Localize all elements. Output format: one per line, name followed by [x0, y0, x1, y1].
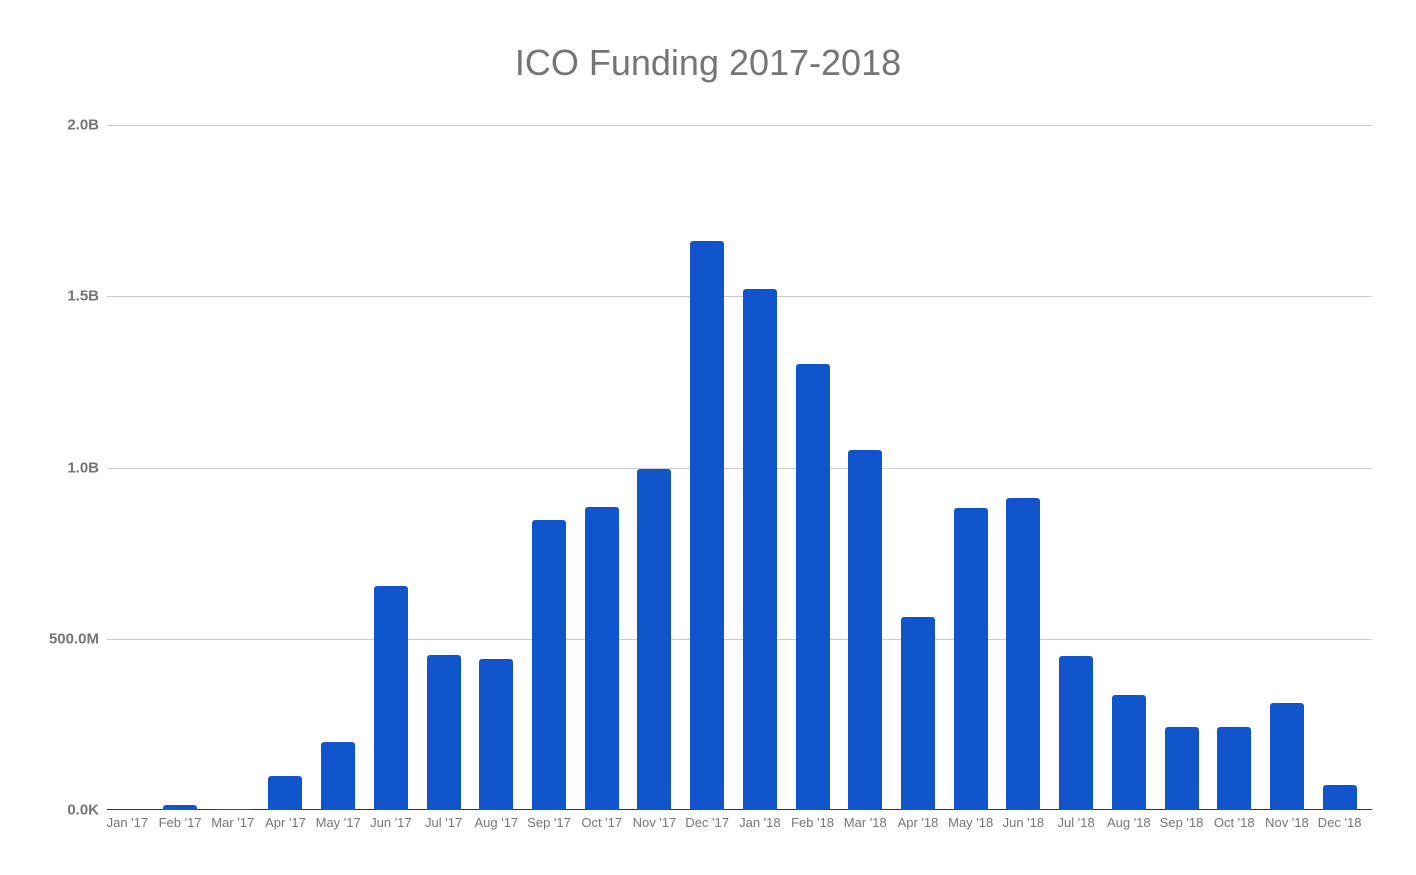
- y-tick-label: 500.0M: [48, 630, 99, 648]
- x-tick-label: Jul '18: [1057, 815, 1095, 830]
- bar[interactable]: [637, 468, 672, 810]
- x-tick-label: Apr '18: [897, 815, 939, 830]
- x-tick-label: Mar '17: [211, 815, 255, 830]
- bar[interactable]: [373, 586, 408, 810]
- bar[interactable]: [953, 507, 988, 810]
- x-tick-label: Aug '17: [474, 815, 519, 830]
- x-tick-label: Dec '18: [1317, 815, 1362, 830]
- bar[interactable]: [848, 450, 883, 810]
- x-tick-label: Jun '18: [1002, 815, 1045, 830]
- x-tick-label: Jul '17: [425, 815, 463, 830]
- bar[interactable]: [742, 289, 777, 810]
- bar[interactable]: [795, 364, 830, 810]
- y-tick-label: 0.0K: [67, 801, 99, 819]
- bar[interactable]: [321, 741, 356, 810]
- x-tick-label: Feb '17: [158, 815, 202, 830]
- gridline: [107, 296, 1372, 298]
- x-tick-label: Oct '17: [581, 815, 623, 830]
- x-tick-label: Feb '18: [791, 815, 835, 830]
- x-tick-label: May '18: [948, 815, 994, 830]
- bar[interactable]: [900, 616, 935, 810]
- x-tick-label: Sep '17: [527, 815, 571, 830]
- x-tick-label: Aug '18: [1106, 815, 1151, 830]
- plot-area: 0.0K 500.0M 1.0B 1.5B 2.0B: [49, 117, 1372, 819]
- bar[interactable]: [426, 654, 461, 810]
- gridline: [107, 467, 1372, 469]
- bar[interactable]: [584, 506, 619, 810]
- gridline: [107, 125, 1372, 126]
- bar[interactable]: [1217, 727, 1252, 810]
- x-tick-label: Jan '17: [106, 815, 149, 830]
- x-tick-label: Nov '17: [632, 815, 677, 830]
- x-tick-label: Nov '18: [1265, 815, 1309, 830]
- bar[interactable]: [215, 808, 250, 810]
- x-tick-label: Jun '17: [370, 815, 412, 830]
- x-tick-label: Apr '17: [265, 815, 306, 830]
- bar[interactable]: [1059, 655, 1094, 810]
- x-tick-label: Sep '18: [1159, 815, 1204, 830]
- x-tick-label: May '17: [315, 815, 361, 830]
- bar[interactable]: [268, 775, 303, 810]
- bar[interactable]: [1269, 703, 1304, 810]
- x-tick-label: Oct '18: [1213, 815, 1255, 830]
- y-tick-label: 1.5B: [67, 287, 99, 305]
- gridline: [107, 638, 1372, 640]
- bar[interactable]: [532, 519, 567, 810]
- bar[interactable]: [163, 804, 198, 810]
- bar[interactable]: [479, 658, 514, 810]
- x-tick-label: Mar '18: [843, 815, 887, 830]
- bar[interactable]: [1006, 497, 1041, 810]
- bar[interactable]: [690, 241, 725, 810]
- x-tick-label: Dec '17: [685, 815, 729, 830]
- chart-title: ICO Funding 2017-2018: [514, 42, 902, 83]
- y-tick-label: 1.0B: [67, 459, 99, 476]
- x-axis-line: [107, 809, 1372, 810]
- bar[interactable]: [1322, 785, 1357, 810]
- y-tick-label: 2.0B: [67, 116, 99, 134]
- bar[interactable]: [1164, 727, 1199, 810]
- x-tick-label: Jan '18: [739, 815, 781, 830]
- bar[interactable]: [1111, 694, 1146, 810]
